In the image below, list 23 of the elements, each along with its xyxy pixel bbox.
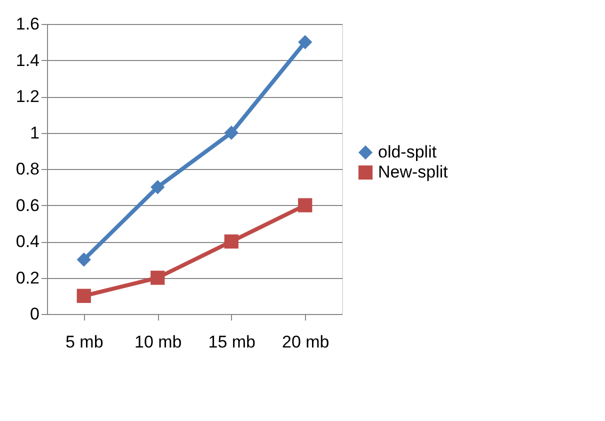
legend-label: old-split bbox=[378, 142, 437, 162]
point bbox=[224, 234, 238, 249]
x-tick-label: 10 mb bbox=[134, 332, 182, 352]
y-tick-label: 0.2 bbox=[16, 268, 40, 288]
y-tick-label: 0 bbox=[30, 304, 40, 324]
y-tick-label: 1.2 bbox=[16, 87, 40, 106]
point bbox=[298, 35, 312, 50]
point bbox=[76, 252, 91, 267]
point bbox=[76, 288, 91, 303]
x-tick-label: 5 mb bbox=[65, 332, 104, 352]
x-tick-label: 20 mb bbox=[282, 332, 330, 352]
point bbox=[298, 198, 312, 212]
point bbox=[150, 270, 165, 285]
y-tick-label: 0.4 bbox=[16, 232, 40, 251]
y-tick-label: 1.6 bbox=[16, 14, 40, 34]
point bbox=[150, 180, 165, 194]
x-tick-label: 15 mb bbox=[208, 332, 256, 352]
y-tick-label: 1 bbox=[30, 123, 40, 142]
y-tick-label: 0.6 bbox=[16, 196, 40, 215]
point bbox=[224, 126, 238, 140]
y-tick-label: 0.8 bbox=[16, 160, 40, 178]
y-tick-label: 1.4 bbox=[16, 50, 40, 70]
legend-label: New-split bbox=[378, 162, 448, 182]
